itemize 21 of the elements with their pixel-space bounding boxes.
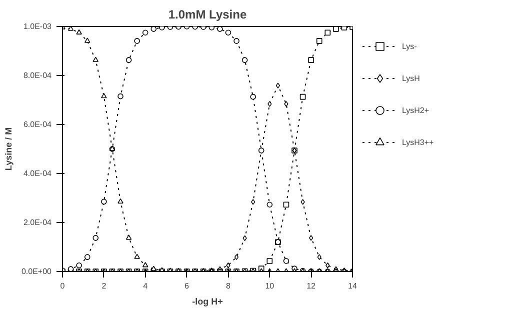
y-tick-label: 2.0E-04: [23, 218, 52, 227]
x-tick-label: 10: [265, 282, 275, 290]
chart-title: 1.0mM Lysine: [168, 8, 247, 22]
x-tick-label: 8: [226, 282, 231, 290]
y-tick-label: 1.0E-03: [23, 22, 52, 31]
y-tick-label: 6.0E-04: [23, 120, 52, 129]
y-axis-title: Lysine / M: [3, 127, 14, 171]
y-tick-label: 4.0E-04: [23, 169, 52, 178]
legend-label: LysH2+: [402, 106, 430, 114]
legend-label: Lys-: [402, 42, 418, 50]
x-tick-label: 14: [348, 282, 358, 290]
x-tick-label: 4: [143, 282, 148, 290]
y-tick-label: 8.0E-04: [23, 71, 52, 80]
legend-label: LysH3++: [402, 138, 434, 146]
y-tick-label: 0.0E+00: [21, 267, 52, 276]
legend-label: LysH: [402, 74, 421, 82]
x-tick-label: 6: [184, 282, 190, 290]
x-tick-label: 12: [306, 282, 316, 290]
x-tick-label: 2: [102, 282, 107, 290]
x-tick-label: 0: [60, 282, 66, 290]
x-axis-title: -log H+: [192, 296, 223, 306]
